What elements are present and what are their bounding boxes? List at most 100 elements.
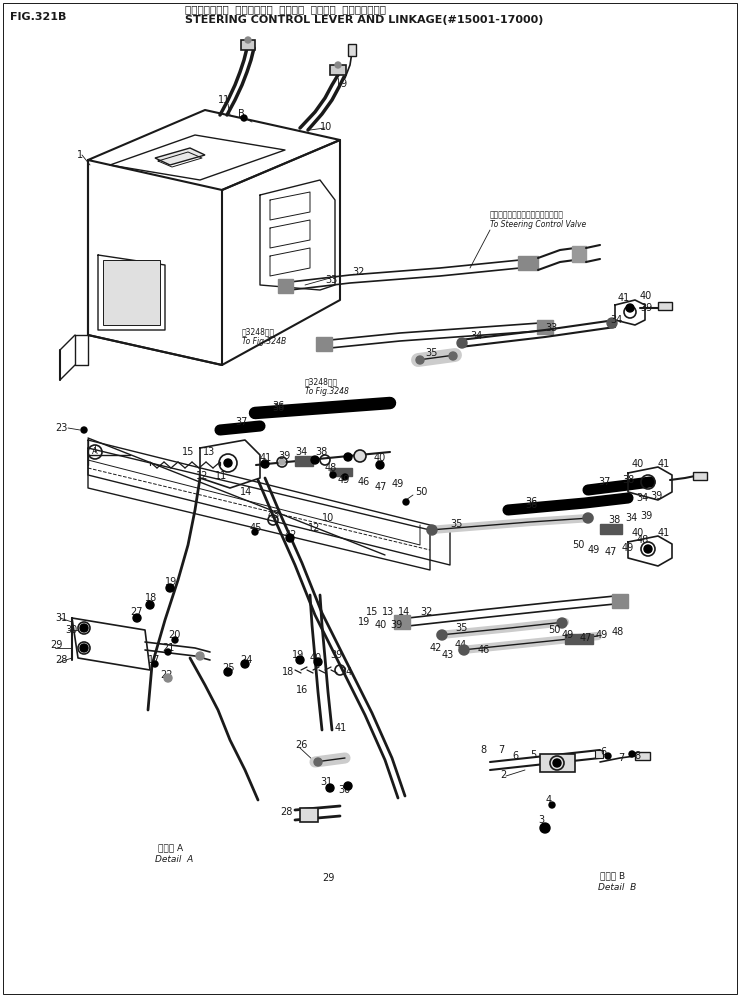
Text: 27: 27	[130, 607, 143, 617]
Circle shape	[626, 304, 634, 312]
Text: ステアリングコントロールバルブへ: ステアリングコントロールバルブへ	[490, 210, 564, 219]
Text: 11: 11	[215, 471, 227, 481]
Circle shape	[164, 674, 172, 682]
Text: 26: 26	[295, 740, 307, 750]
Text: 41: 41	[618, 293, 630, 303]
Circle shape	[344, 453, 352, 461]
Text: 47: 47	[605, 547, 617, 557]
Text: 4: 4	[546, 795, 552, 805]
Circle shape	[605, 753, 611, 759]
Circle shape	[81, 427, 87, 433]
Text: 5: 5	[530, 750, 536, 760]
Text: 35: 35	[425, 348, 437, 358]
Circle shape	[335, 62, 341, 68]
Text: 第3248図へ: 第3248図へ	[305, 378, 338, 387]
Bar	[330, 468, 352, 476]
Text: 40: 40	[632, 459, 645, 469]
Circle shape	[286, 534, 294, 542]
Text: 29: 29	[322, 873, 334, 883]
Circle shape	[133, 614, 141, 622]
Text: 40: 40	[375, 620, 387, 630]
Text: 7: 7	[498, 745, 504, 755]
Text: 18: 18	[145, 593, 158, 603]
Text: 32: 32	[420, 607, 432, 617]
Text: 33: 33	[545, 323, 557, 333]
Text: 19: 19	[358, 617, 370, 627]
Circle shape	[166, 584, 174, 592]
Text: 28: 28	[280, 807, 292, 817]
Text: 17: 17	[148, 655, 161, 665]
Text: 43: 43	[268, 510, 280, 520]
Text: 37: 37	[235, 417, 247, 427]
Text: STEERING CONTROL LEVER AND LINKAGE(#15001-17000): STEERING CONTROL LEVER AND LINKAGE(#1500…	[185, 15, 543, 25]
Text: 34: 34	[340, 667, 352, 677]
Text: B: B	[238, 109, 245, 119]
Circle shape	[245, 37, 251, 43]
Text: 39: 39	[330, 650, 342, 660]
Text: 40: 40	[632, 528, 645, 538]
Text: 詳細図 A: 詳細図 A	[158, 843, 183, 852]
Polygon shape	[155, 148, 205, 165]
Circle shape	[376, 461, 384, 469]
Circle shape	[80, 644, 88, 652]
Text: 28: 28	[55, 655, 67, 665]
Text: To Fig.324B: To Fig.324B	[242, 338, 286, 347]
Text: 第3248図へ: 第3248図へ	[242, 327, 275, 337]
Text: 41: 41	[335, 723, 347, 733]
Bar	[540, 754, 575, 772]
Text: 25: 25	[222, 663, 235, 673]
Circle shape	[549, 802, 555, 808]
Text: To Fig.3248: To Fig.3248	[305, 388, 349, 397]
Text: 29: 29	[50, 640, 62, 650]
Text: 30: 30	[338, 785, 350, 795]
Bar	[300, 808, 318, 822]
Circle shape	[583, 513, 593, 523]
Text: 39: 39	[640, 511, 652, 521]
Circle shape	[644, 478, 652, 486]
Circle shape	[449, 352, 457, 360]
Circle shape	[427, 525, 437, 535]
Bar	[103, 260, 160, 325]
Bar	[612, 594, 628, 608]
Circle shape	[165, 649, 171, 655]
Text: 41: 41	[658, 459, 670, 469]
Circle shape	[224, 459, 232, 467]
Text: 19: 19	[165, 577, 178, 587]
Circle shape	[196, 652, 204, 660]
Circle shape	[252, 529, 258, 535]
Bar	[241, 40, 255, 50]
Text: A: A	[92, 448, 98, 457]
Text: To Steering Control Valve: To Steering Control Valve	[490, 220, 586, 229]
Text: 11: 11	[218, 95, 230, 105]
Text: 2: 2	[500, 770, 506, 780]
Text: 32: 32	[352, 267, 364, 277]
Text: 42: 42	[285, 530, 297, 540]
Text: 39: 39	[650, 491, 662, 501]
Text: 36: 36	[525, 500, 537, 510]
Circle shape	[330, 472, 336, 478]
Text: 39: 39	[640, 303, 652, 313]
Text: 43: 43	[442, 650, 454, 660]
Text: 22: 22	[160, 670, 172, 680]
Bar	[693, 472, 707, 480]
Circle shape	[553, 759, 561, 767]
Text: 8: 8	[480, 745, 486, 755]
Circle shape	[326, 784, 334, 792]
Text: 35: 35	[450, 519, 462, 529]
Text: 13: 13	[382, 607, 394, 617]
Text: 7: 7	[618, 753, 625, 763]
Text: FIG.321B: FIG.321B	[10, 12, 67, 22]
Circle shape	[279, 459, 285, 465]
Text: 36: 36	[272, 401, 284, 411]
Text: 34: 34	[636, 493, 648, 503]
Text: 12: 12	[196, 471, 209, 481]
Circle shape	[261, 460, 269, 468]
Circle shape	[416, 356, 424, 364]
Text: 38: 38	[608, 515, 620, 525]
Text: 13: 13	[203, 447, 215, 457]
Text: 15: 15	[366, 607, 378, 617]
Circle shape	[644, 545, 652, 553]
Circle shape	[314, 658, 322, 666]
Circle shape	[437, 630, 447, 640]
Circle shape	[354, 450, 366, 462]
